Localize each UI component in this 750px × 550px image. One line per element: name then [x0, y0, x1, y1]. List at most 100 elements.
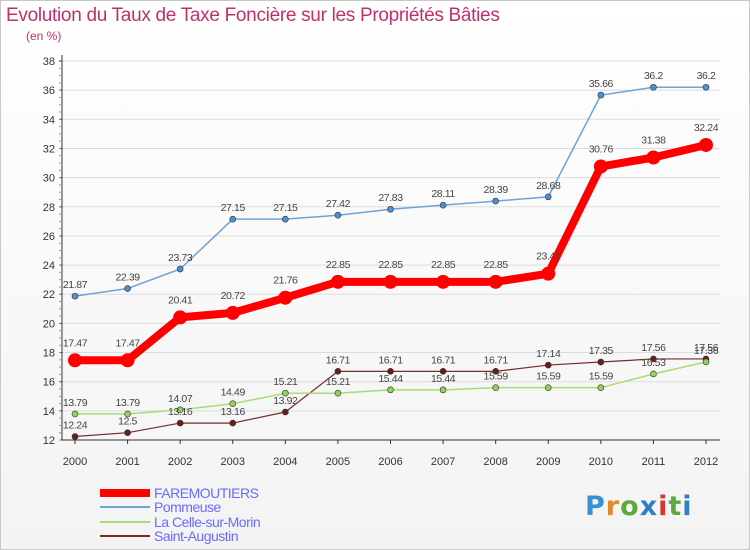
data-point	[68, 353, 82, 368]
x-tick-label: 2008	[483, 456, 507, 468]
data-label: 28.11	[431, 188, 455, 200]
y-tick-label: 34	[43, 114, 55, 126]
x-tick-label: 2011	[642, 456, 666, 468]
x-tick-label: 2006	[378, 456, 402, 468]
data-label: 17.47	[63, 337, 88, 349]
data-label: 20.41	[168, 294, 193, 306]
data-label: 15.21	[326, 376, 351, 388]
logo-letter: t	[668, 491, 683, 522]
data-point	[387, 368, 394, 375]
data-point	[124, 285, 131, 292]
x-tick-label: 2001	[115, 456, 139, 468]
data-point	[173, 310, 188, 325]
x-tick-label: 2009	[536, 456, 560, 468]
y-tick-label: 24	[43, 260, 55, 272]
data-point	[71, 433, 79, 440]
data-label: 17.47	[115, 337, 140, 349]
data-label: 17.36	[694, 345, 719, 357]
x-tick-label: 2010	[589, 456, 613, 468]
logo-letter: i	[682, 491, 693, 522]
chart-title: Evolution du Taux de Taxe Foncière sur l…	[6, 5, 500, 26]
logo-letter: o	[620, 491, 640, 522]
data-point	[544, 384, 552, 391]
data-point	[387, 205, 394, 213]
data-label: 15.44	[378, 373, 403, 385]
logo-letter: r	[605, 491, 621, 522]
data-label: 13.79	[63, 397, 88, 409]
data-label: 31.38	[641, 134, 666, 146]
data-label: 28.68	[536, 180, 561, 192]
data-label: 13.16	[168, 406, 193, 418]
x-tick-label: 2005	[326, 456, 350, 468]
data-label: 30.76	[589, 144, 614, 156]
data-label: 13.16	[221, 406, 246, 418]
data-point	[702, 83, 710, 91]
data-point	[334, 368, 342, 375]
data-point	[124, 429, 131, 437]
data-point	[334, 211, 342, 219]
x-tick-label: 2002	[168, 456, 192, 468]
data-point	[120, 353, 135, 368]
data-label: 28.39	[484, 184, 509, 196]
data-point	[702, 358, 710, 366]
data-label: 22.85	[378, 259, 403, 271]
data-point	[176, 406, 184, 414]
data-point	[439, 201, 447, 209]
data-label: 17.56	[694, 342, 719, 354]
data-point	[492, 384, 499, 391]
data-point	[334, 389, 342, 397]
y-tick-label: 38	[43, 56, 55, 68]
data-point	[544, 361, 552, 369]
data-label: 15.21	[273, 376, 298, 388]
data-label: 17.56	[641, 342, 666, 354]
x-tick-label: 2003	[221, 456, 245, 468]
logo-letter: i	[658, 491, 669, 522]
y-tick-label: 26	[43, 231, 55, 243]
data-label: 16.71	[431, 354, 456, 366]
data-point	[439, 386, 447, 394]
legend-label: La Celle-sur-Morin	[154, 514, 260, 530]
data-label: 14.07	[168, 393, 193, 405]
data-point	[439, 368, 447, 375]
proxiti-logo: Proxiti	[585, 491, 693, 522]
data-label: 23.73	[168, 252, 193, 264]
data-point	[225, 305, 240, 320]
data-label: 15.59	[536, 371, 561, 383]
legend-label: FAREMOUTIERS	[154, 485, 259, 501]
y-tick-label: 16	[43, 377, 55, 389]
data-label: 20.72	[221, 290, 246, 302]
data-label: 21.76	[273, 275, 298, 287]
data-point	[282, 408, 289, 416]
data-label: 14.49	[221, 387, 246, 399]
data-label: 17.35	[589, 345, 614, 357]
logo-letter: x	[639, 491, 659, 522]
data-label: 22.85	[484, 259, 509, 271]
data-point	[229, 400, 237, 408]
data-label: 36.2	[644, 70, 663, 82]
data-label: 16.71	[484, 354, 509, 366]
data-label: 16.71	[378, 354, 403, 366]
data-label: 22.85	[326, 259, 351, 271]
data-point	[492, 197, 499, 205]
data-point	[278, 290, 293, 305]
data-point	[176, 419, 184, 427]
data-label: 32.24	[694, 122, 719, 134]
data-label: 35.66	[589, 78, 614, 90]
chart-unit: (en %)	[26, 29, 62, 43]
data-point	[597, 384, 605, 391]
data-point	[229, 215, 237, 223]
legend-label: Saint-Augustin	[154, 528, 238, 544]
data-label: 17.14	[536, 348, 561, 360]
data-label: 15.59	[589, 371, 614, 383]
data-label: 36.2	[697, 70, 716, 82]
data-point	[593, 159, 608, 174]
data-point	[699, 137, 713, 152]
data-point	[646, 150, 661, 165]
data-point	[176, 265, 184, 273]
y-tick-label: 22	[43, 289, 55, 301]
data-point	[124, 410, 131, 418]
data-label: 22.85	[431, 259, 456, 271]
data-label: 16.53	[641, 357, 666, 369]
data-point	[282, 215, 289, 223]
